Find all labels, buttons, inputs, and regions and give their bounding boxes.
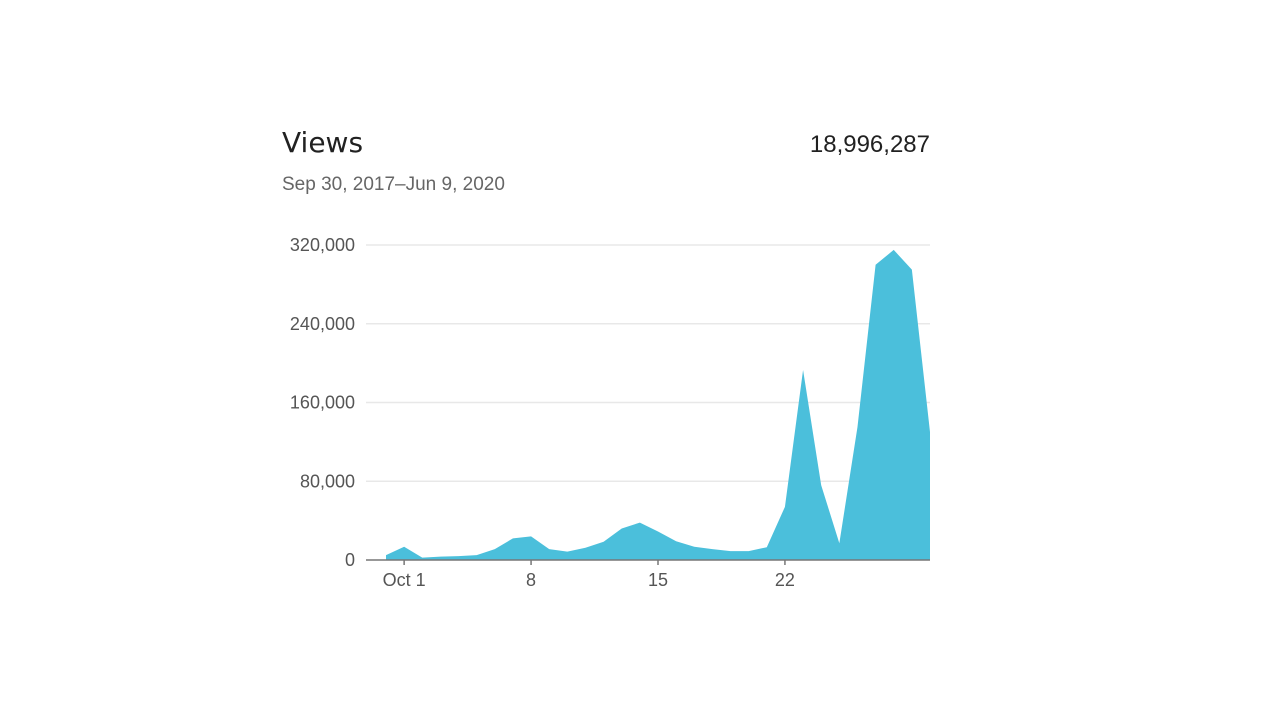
y-tick-label: 240,000 [290,314,355,334]
chart-title: Views [282,126,364,159]
x-tick-label: 15 [648,570,668,590]
x-tick-label: 22 [775,570,795,590]
date-range: Sep 30, 2017–Jun 9, 2020 [282,174,505,195]
x-tick-label: Oct 1 [383,570,426,590]
y-tick-label: 80,000 [300,471,355,491]
x-tick-label: 8 [526,570,536,590]
views-area [386,249,930,560]
y-tick-label: 320,000 [290,235,355,255]
y-tick-label: 0 [345,550,355,570]
y-tick-label: 160,000 [290,393,355,413]
total-views: 18,996,287 [809,131,930,158]
